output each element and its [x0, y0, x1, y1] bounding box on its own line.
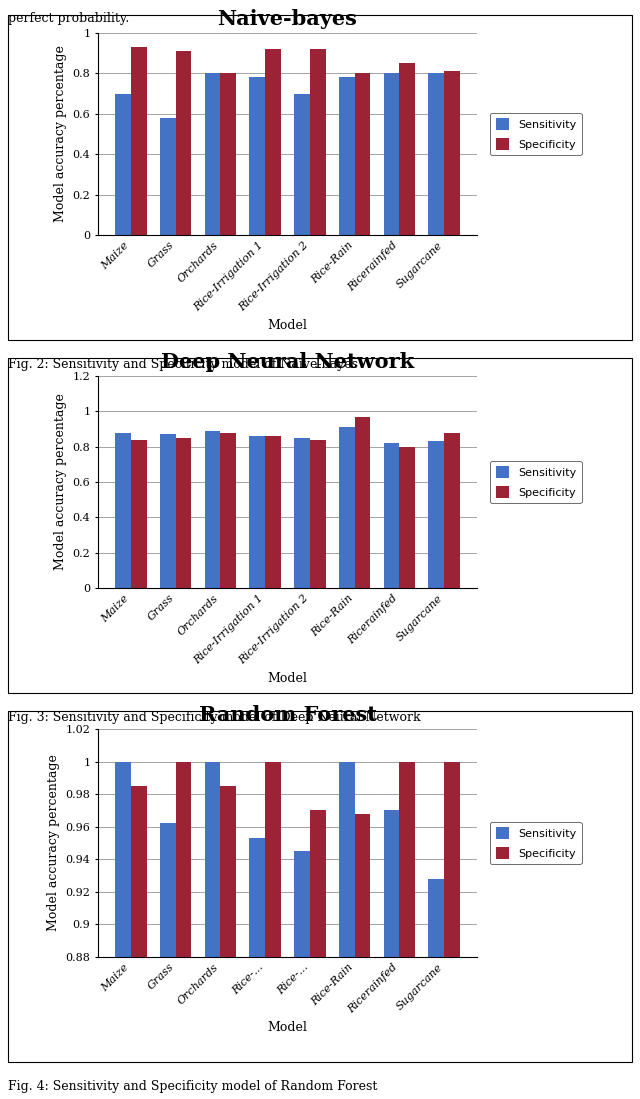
- Bar: [220, 74, 236, 235]
- Title: Naive-bayes: Naive-bayes: [218, 9, 357, 29]
- Bar: [384, 810, 399, 1099]
- Bar: [205, 762, 220, 1099]
- Bar: [294, 93, 310, 235]
- Bar: [294, 437, 310, 588]
- Bar: [175, 52, 191, 235]
- Bar: [428, 74, 444, 235]
- Legend: Sensitivity, Specificity: Sensitivity, Specificity: [490, 112, 582, 155]
- Bar: [355, 74, 371, 235]
- Bar: [115, 762, 131, 1099]
- Bar: [160, 434, 175, 588]
- Y-axis label: Model accuracy percentage: Model accuracy percentage: [54, 45, 67, 222]
- Text: Fig. 4: Sensitivity and Specificity model of Random Forest: Fig. 4: Sensitivity and Specificity mode…: [8, 1080, 378, 1094]
- Bar: [250, 77, 265, 235]
- Bar: [444, 433, 460, 588]
- Bar: [265, 436, 281, 588]
- Bar: [339, 762, 355, 1099]
- Bar: [175, 762, 191, 1099]
- Text: Fig. 2: Sensitivity and Specificity model of Naïve-bayes: Fig. 2: Sensitivity and Specificity mode…: [8, 358, 358, 371]
- Bar: [294, 851, 310, 1099]
- Bar: [220, 786, 236, 1099]
- Bar: [339, 428, 355, 588]
- Bar: [131, 786, 147, 1099]
- Text: perfect probability.: perfect probability.: [8, 12, 129, 25]
- Bar: [160, 118, 175, 235]
- X-axis label: Model: Model: [268, 671, 307, 685]
- Bar: [205, 74, 220, 235]
- Bar: [384, 74, 399, 235]
- Bar: [444, 762, 460, 1099]
- Bar: [160, 823, 175, 1099]
- Title: Random Forest: Random Forest: [198, 704, 376, 724]
- Bar: [250, 839, 265, 1099]
- Bar: [428, 879, 444, 1099]
- Bar: [355, 417, 371, 588]
- Bar: [220, 433, 236, 588]
- Bar: [265, 49, 281, 235]
- Bar: [399, 762, 415, 1099]
- Legend: Sensitivity, Specificity: Sensitivity, Specificity: [490, 460, 582, 503]
- Y-axis label: Model accuracy percentage: Model accuracy percentage: [54, 393, 67, 570]
- Bar: [310, 810, 326, 1099]
- Text: Fig. 3: Sensitivity and Specificity model of Deep Neural Network: Fig. 3: Sensitivity and Specificity mode…: [8, 711, 420, 724]
- Bar: [175, 437, 191, 588]
- Bar: [131, 440, 147, 588]
- Bar: [115, 93, 131, 235]
- Bar: [384, 443, 399, 588]
- X-axis label: Model: Model: [268, 319, 307, 332]
- Title: Deep Neural Network: Deep Neural Network: [161, 352, 414, 371]
- Legend: Sensitivity, Specificity: Sensitivity, Specificity: [490, 822, 582, 865]
- Bar: [205, 431, 220, 588]
- Bar: [131, 47, 147, 235]
- Bar: [250, 436, 265, 588]
- Bar: [355, 813, 371, 1099]
- Bar: [310, 440, 326, 588]
- Bar: [399, 64, 415, 235]
- X-axis label: Model: Model: [268, 1021, 307, 1034]
- Y-axis label: Model accuracy percentage: Model accuracy percentage: [47, 755, 60, 932]
- Bar: [428, 442, 444, 588]
- Bar: [444, 71, 460, 235]
- Bar: [310, 49, 326, 235]
- Bar: [399, 446, 415, 588]
- Bar: [339, 77, 355, 235]
- Bar: [265, 762, 281, 1099]
- Bar: [115, 433, 131, 588]
